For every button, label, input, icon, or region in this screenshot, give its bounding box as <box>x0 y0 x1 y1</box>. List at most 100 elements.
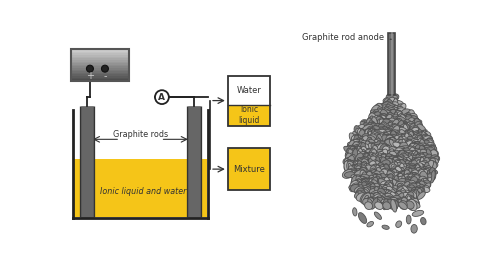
Ellipse shape <box>388 125 396 132</box>
Ellipse shape <box>410 158 419 168</box>
Ellipse shape <box>413 190 419 200</box>
Ellipse shape <box>380 135 386 143</box>
Ellipse shape <box>418 170 425 175</box>
Ellipse shape <box>409 165 420 174</box>
Ellipse shape <box>394 177 402 182</box>
Ellipse shape <box>396 119 401 128</box>
Ellipse shape <box>362 150 371 157</box>
Ellipse shape <box>380 119 388 129</box>
Ellipse shape <box>421 139 429 144</box>
Ellipse shape <box>389 147 400 156</box>
Ellipse shape <box>408 122 416 128</box>
Ellipse shape <box>366 149 374 155</box>
Ellipse shape <box>402 159 413 167</box>
Circle shape <box>155 90 169 104</box>
Ellipse shape <box>374 123 382 132</box>
Ellipse shape <box>360 141 372 150</box>
Ellipse shape <box>396 176 406 185</box>
Ellipse shape <box>414 164 420 174</box>
Ellipse shape <box>350 145 358 151</box>
Ellipse shape <box>408 199 417 211</box>
Ellipse shape <box>380 173 388 185</box>
Ellipse shape <box>410 158 422 167</box>
Ellipse shape <box>384 108 392 116</box>
Ellipse shape <box>409 202 416 206</box>
Bar <box>72 60 129 62</box>
Ellipse shape <box>377 115 386 124</box>
Ellipse shape <box>368 143 380 152</box>
Ellipse shape <box>397 193 404 202</box>
Ellipse shape <box>404 157 411 167</box>
Ellipse shape <box>364 156 372 163</box>
Ellipse shape <box>404 157 408 168</box>
Ellipse shape <box>410 124 416 133</box>
Ellipse shape <box>370 127 376 134</box>
Circle shape <box>86 65 94 72</box>
Ellipse shape <box>353 144 361 150</box>
Ellipse shape <box>368 113 376 123</box>
Ellipse shape <box>422 158 430 168</box>
Ellipse shape <box>359 137 369 146</box>
Ellipse shape <box>362 182 368 194</box>
Ellipse shape <box>408 131 414 143</box>
Ellipse shape <box>370 195 381 201</box>
Ellipse shape <box>362 123 370 131</box>
Ellipse shape <box>394 193 400 201</box>
Ellipse shape <box>352 149 361 157</box>
Ellipse shape <box>384 139 392 149</box>
Ellipse shape <box>384 192 397 200</box>
Ellipse shape <box>415 145 422 155</box>
Ellipse shape <box>345 153 350 161</box>
Ellipse shape <box>374 145 379 152</box>
Ellipse shape <box>382 133 388 140</box>
Ellipse shape <box>415 146 426 154</box>
Ellipse shape <box>386 147 398 154</box>
Ellipse shape <box>394 108 406 115</box>
Ellipse shape <box>397 165 404 172</box>
Ellipse shape <box>418 135 430 143</box>
Ellipse shape <box>380 175 390 181</box>
Ellipse shape <box>380 102 392 112</box>
Ellipse shape <box>368 162 376 170</box>
Ellipse shape <box>399 155 408 164</box>
Ellipse shape <box>394 157 405 163</box>
Ellipse shape <box>366 135 377 144</box>
Ellipse shape <box>398 127 408 135</box>
Ellipse shape <box>418 192 426 199</box>
Ellipse shape <box>384 196 393 204</box>
Ellipse shape <box>413 132 421 140</box>
Ellipse shape <box>374 202 383 210</box>
Ellipse shape <box>414 186 422 195</box>
Ellipse shape <box>396 166 403 177</box>
Ellipse shape <box>360 170 368 181</box>
Ellipse shape <box>410 164 418 171</box>
Ellipse shape <box>362 120 372 128</box>
Ellipse shape <box>418 184 424 194</box>
Ellipse shape <box>352 135 364 143</box>
Ellipse shape <box>356 193 368 201</box>
Ellipse shape <box>412 210 424 216</box>
Ellipse shape <box>383 97 394 103</box>
Ellipse shape <box>358 153 370 162</box>
Ellipse shape <box>404 164 415 172</box>
Ellipse shape <box>402 122 407 129</box>
Ellipse shape <box>348 140 354 153</box>
Ellipse shape <box>419 181 426 190</box>
Ellipse shape <box>360 181 366 188</box>
Ellipse shape <box>412 151 418 163</box>
Ellipse shape <box>406 122 412 131</box>
Ellipse shape <box>392 173 400 179</box>
Ellipse shape <box>382 185 389 194</box>
Ellipse shape <box>362 199 372 207</box>
Ellipse shape <box>426 140 434 147</box>
Ellipse shape <box>364 135 374 140</box>
Ellipse shape <box>398 151 406 159</box>
Ellipse shape <box>416 144 424 152</box>
Ellipse shape <box>398 146 410 151</box>
Ellipse shape <box>387 169 396 176</box>
Ellipse shape <box>344 158 352 164</box>
Ellipse shape <box>390 102 398 109</box>
Ellipse shape <box>368 151 380 158</box>
Ellipse shape <box>402 171 410 181</box>
Ellipse shape <box>392 133 400 141</box>
